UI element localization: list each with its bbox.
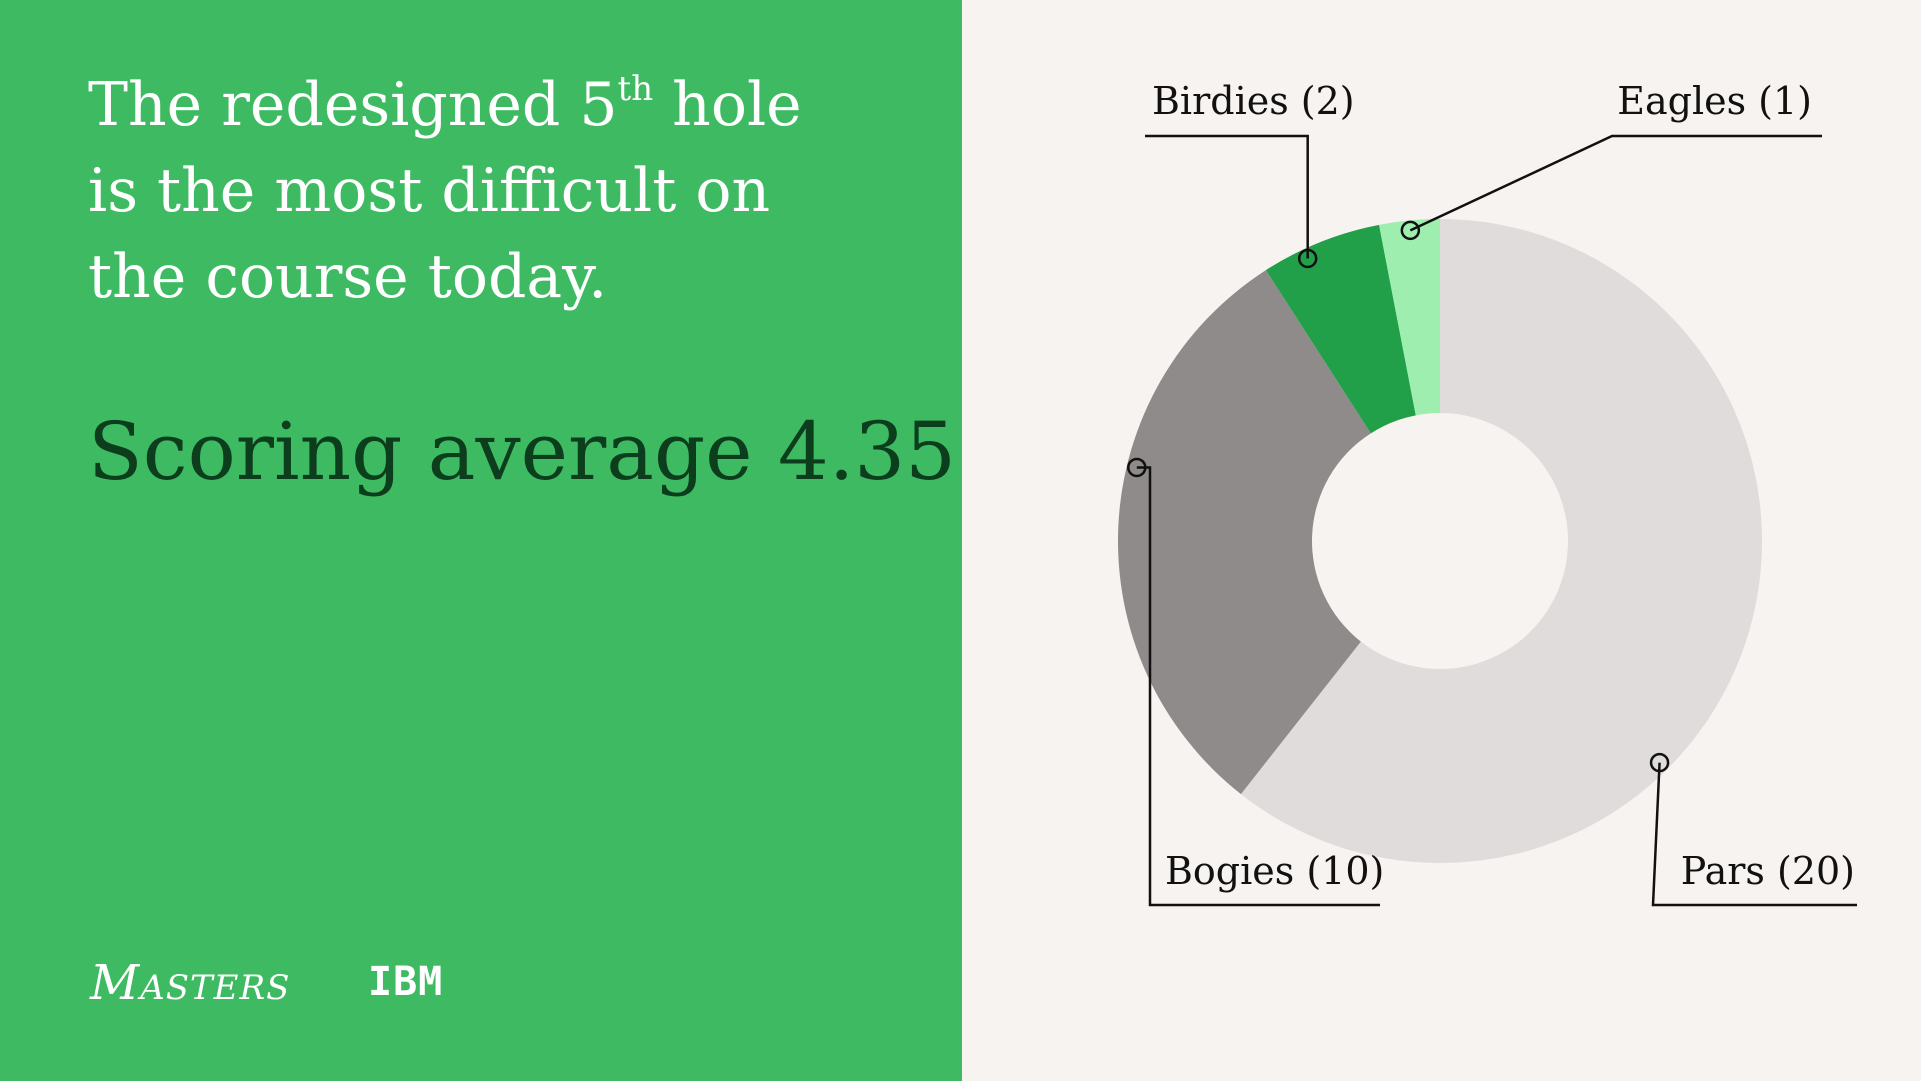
headline: The redesigned 5th hole is the most diff… — [88, 62, 908, 320]
headline-line-2: is the most difficult on — [88, 156, 771, 226]
headline-line-1-text: The redesigned 5 — [88, 70, 618, 140]
label-pars: Pars (20) — [1681, 849, 1855, 893]
leader-line-eagles — [1409, 134, 1822, 232]
leader-line-bogies — [1136, 466, 1380, 907]
scoring-average: Scoring average 4.35 — [88, 405, 957, 498]
label-birdies: Birdies (2) — [1152, 79, 1355, 123]
callout-dot-birdies — [1297, 248, 1318, 269]
slice-eagles — [1379, 219, 1440, 416]
headline-line-1: The redesigned 5th hole — [88, 62, 908, 148]
donut-chart: Pars (20) Bogies (10) Birdies (2) Eagles (1… — [1118, 79, 1857, 907]
leader-line-pars — [1651, 762, 1857, 907]
chart-panel: Pars (20) Bogies (10) Birdies (2) Eagles (1… — [962, 0, 1921, 1081]
headline-superscript: th — [617, 69, 654, 109]
donut-slices — [1118, 219, 1763, 863]
label-eagles: Eagles (1) — [1617, 79, 1812, 123]
slice-pars — [1240, 219, 1763, 863]
callout-dot-pars — [1649, 752, 1670, 773]
label-bogies: Bogies (10) — [1165, 849, 1384, 893]
callout-dot-bogies — [1127, 457, 1147, 478]
callout-dot-eagles — [1400, 220, 1421, 241]
slice-bogies — [1118, 270, 1371, 795]
ibm-logo: IBM — [368, 959, 444, 1005]
leader-line-birdies — [1145, 134, 1309, 259]
masters-logo-initial: M — [90, 955, 141, 1011]
masters-logo-rest: asters — [140, 968, 291, 1008]
left-panel: The redesigned 5th hole is the most diff… — [0, 0, 962, 1081]
callouts: Pars (20) Bogies (10) Birdies (2) Eagles (1… — [1127, 79, 1857, 907]
slice-birdies — [1265, 224, 1416, 434]
headline-line-3: the course today. — [88, 242, 608, 312]
headline-line-1-suffix: hole — [653, 70, 802, 140]
masters-logo: Masters — [90, 955, 290, 1011]
